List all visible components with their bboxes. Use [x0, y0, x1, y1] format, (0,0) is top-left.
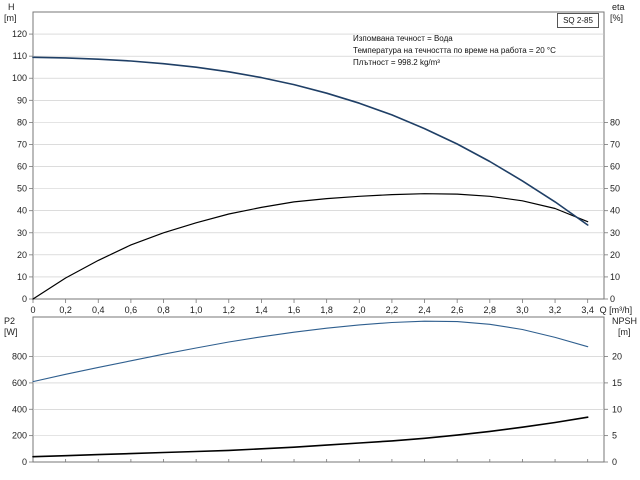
h-tick-label: 20: [17, 250, 27, 260]
p2-tick-label: 200: [12, 431, 27, 441]
head-curve: [32, 56, 589, 226]
eta-tick-label: 0: [610, 294, 615, 304]
eta-tick-label: 20: [610, 250, 620, 260]
eta-tick-label: 50: [610, 184, 620, 194]
npsh-tick-label: 5: [612, 431, 617, 441]
h-tick-label: 0: [22, 294, 27, 304]
npsh-tick-label: 15: [612, 378, 622, 388]
q-tick-label: 1,0: [190, 305, 203, 315]
q-tick-label: 0,4: [92, 305, 105, 315]
p2-axis-title: P2: [4, 316, 15, 326]
h-tick-label: 40: [17, 206, 27, 216]
eta-tick-label: 30: [610, 228, 620, 238]
eta-tick-label: 60: [610, 162, 620, 172]
q-tick-label: 1,4: [255, 305, 268, 315]
h-tick-label: 100: [12, 73, 27, 83]
fluid-info-line-3: Плътност = 998.2 kg/m³: [353, 58, 440, 67]
q-tick-label: 0: [30, 305, 35, 315]
model-label: SQ 2-85: [557, 13, 599, 28]
p2-tick-label: 400: [12, 404, 27, 414]
npsh-tick-label: 20: [612, 352, 622, 362]
q-tick-label: 2,0: [353, 305, 366, 315]
h-tick-label: 70: [17, 139, 27, 149]
npsh-axis-unit: [m]: [618, 327, 631, 337]
p2-tick-label: 600: [12, 378, 27, 388]
h-tick-label: 60: [17, 162, 27, 172]
power-curve: [32, 320, 589, 383]
q-tick-label: 1,6: [288, 305, 301, 315]
eta-tick-label: 80: [610, 117, 620, 127]
bottom-plot-frame: [32, 316, 605, 463]
q-tick-label: 2,4: [418, 305, 431, 315]
q-tick-label: 2,2: [386, 305, 399, 315]
q-tick-label: 1,8: [320, 305, 333, 315]
h-tick-label: 80: [17, 117, 27, 127]
eta-axis-unit: [%]: [610, 13, 623, 23]
npsh-axis-title: NPSH: [612, 316, 637, 326]
h-tick-label: 120: [12, 29, 27, 39]
fluid-info: Изпомвана течност = Вода Температура на …: [353, 33, 556, 69]
h-axis-unit: [m]: [4, 13, 17, 23]
q-tick-label: 2,6: [451, 305, 464, 315]
q-tick-label: 0,6: [125, 305, 138, 315]
p2-axis-unit: [W]: [4, 327, 18, 337]
q-tick-label: 2,8: [484, 305, 497, 315]
efficiency-curve: [32, 193, 589, 300]
eta-tick-label: 40: [610, 206, 620, 216]
npsh-tick-label: 0: [612, 457, 617, 467]
p2-tick-label: 0: [22, 457, 27, 467]
eta-tick-label: 10: [610, 272, 620, 282]
npsh-curve: [32, 416, 589, 458]
h-tick-label: 50: [17, 184, 27, 194]
q-tick-label: 3,2: [549, 305, 562, 315]
eta-axis-title: eta: [612, 2, 625, 12]
h-tick-label: 10: [17, 272, 27, 282]
h-tick-label: 110: [13, 51, 27, 61]
npsh-tick-label: 10: [612, 404, 622, 414]
q-tick-label: 0,8: [157, 305, 170, 315]
top-plot-frame: [32, 11, 605, 300]
fluid-info-line-1: Изпомвана течност = Вода: [353, 34, 453, 43]
eta-tick-label: 70: [610, 139, 620, 149]
h-tick-label: 90: [17, 95, 27, 105]
h-tick-label: 30: [17, 228, 27, 238]
q-axis-label: Q [m³/h]: [600, 305, 633, 315]
h-axis-title: H: [8, 2, 15, 12]
p2-tick-label: 800: [12, 352, 27, 362]
q-tick-label: 0,2: [59, 305, 72, 315]
fluid-info-line-2: Температура на течността по време на раб…: [353, 46, 556, 55]
q-tick-label: 3,4: [581, 305, 594, 315]
q-tick-label: 3,0: [516, 305, 529, 315]
q-tick-label: 1,2: [223, 305, 236, 315]
